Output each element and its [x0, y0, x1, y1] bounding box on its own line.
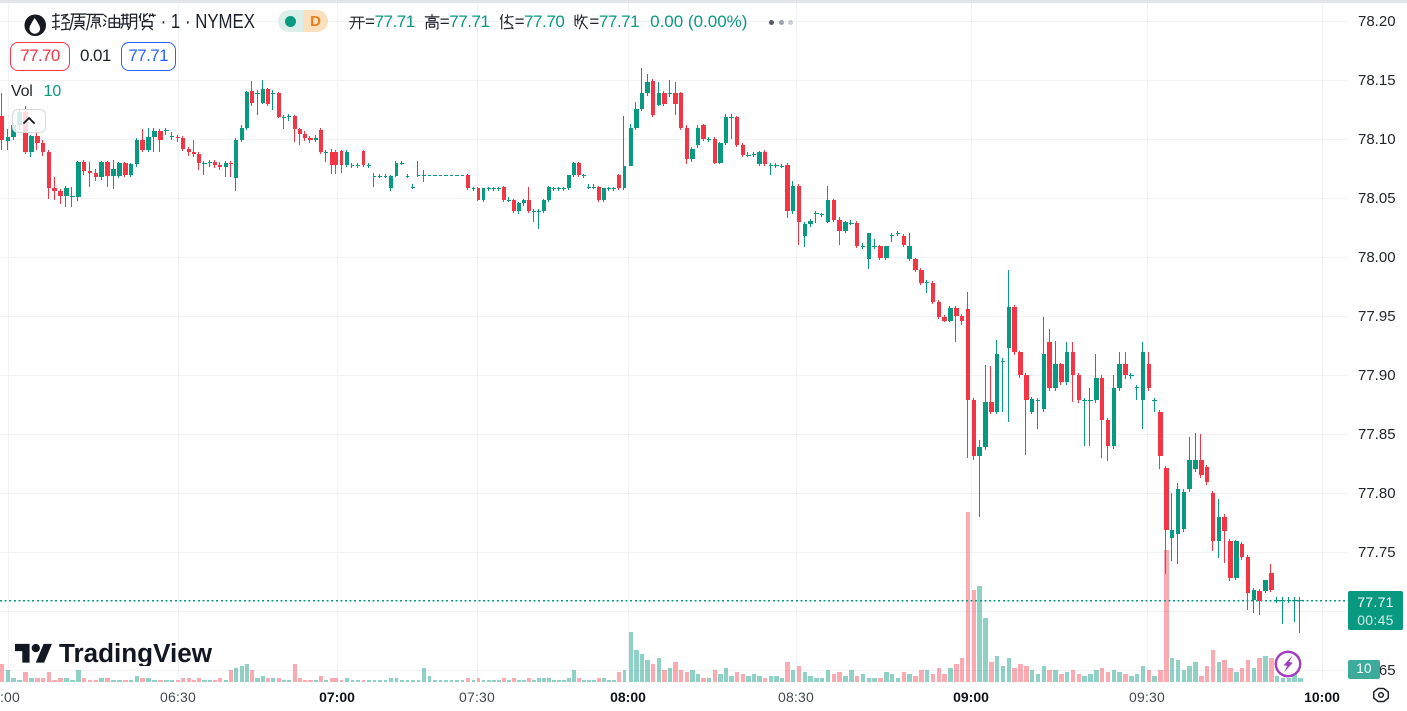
svg-text:TradingView: TradingView	[59, 640, 212, 666]
